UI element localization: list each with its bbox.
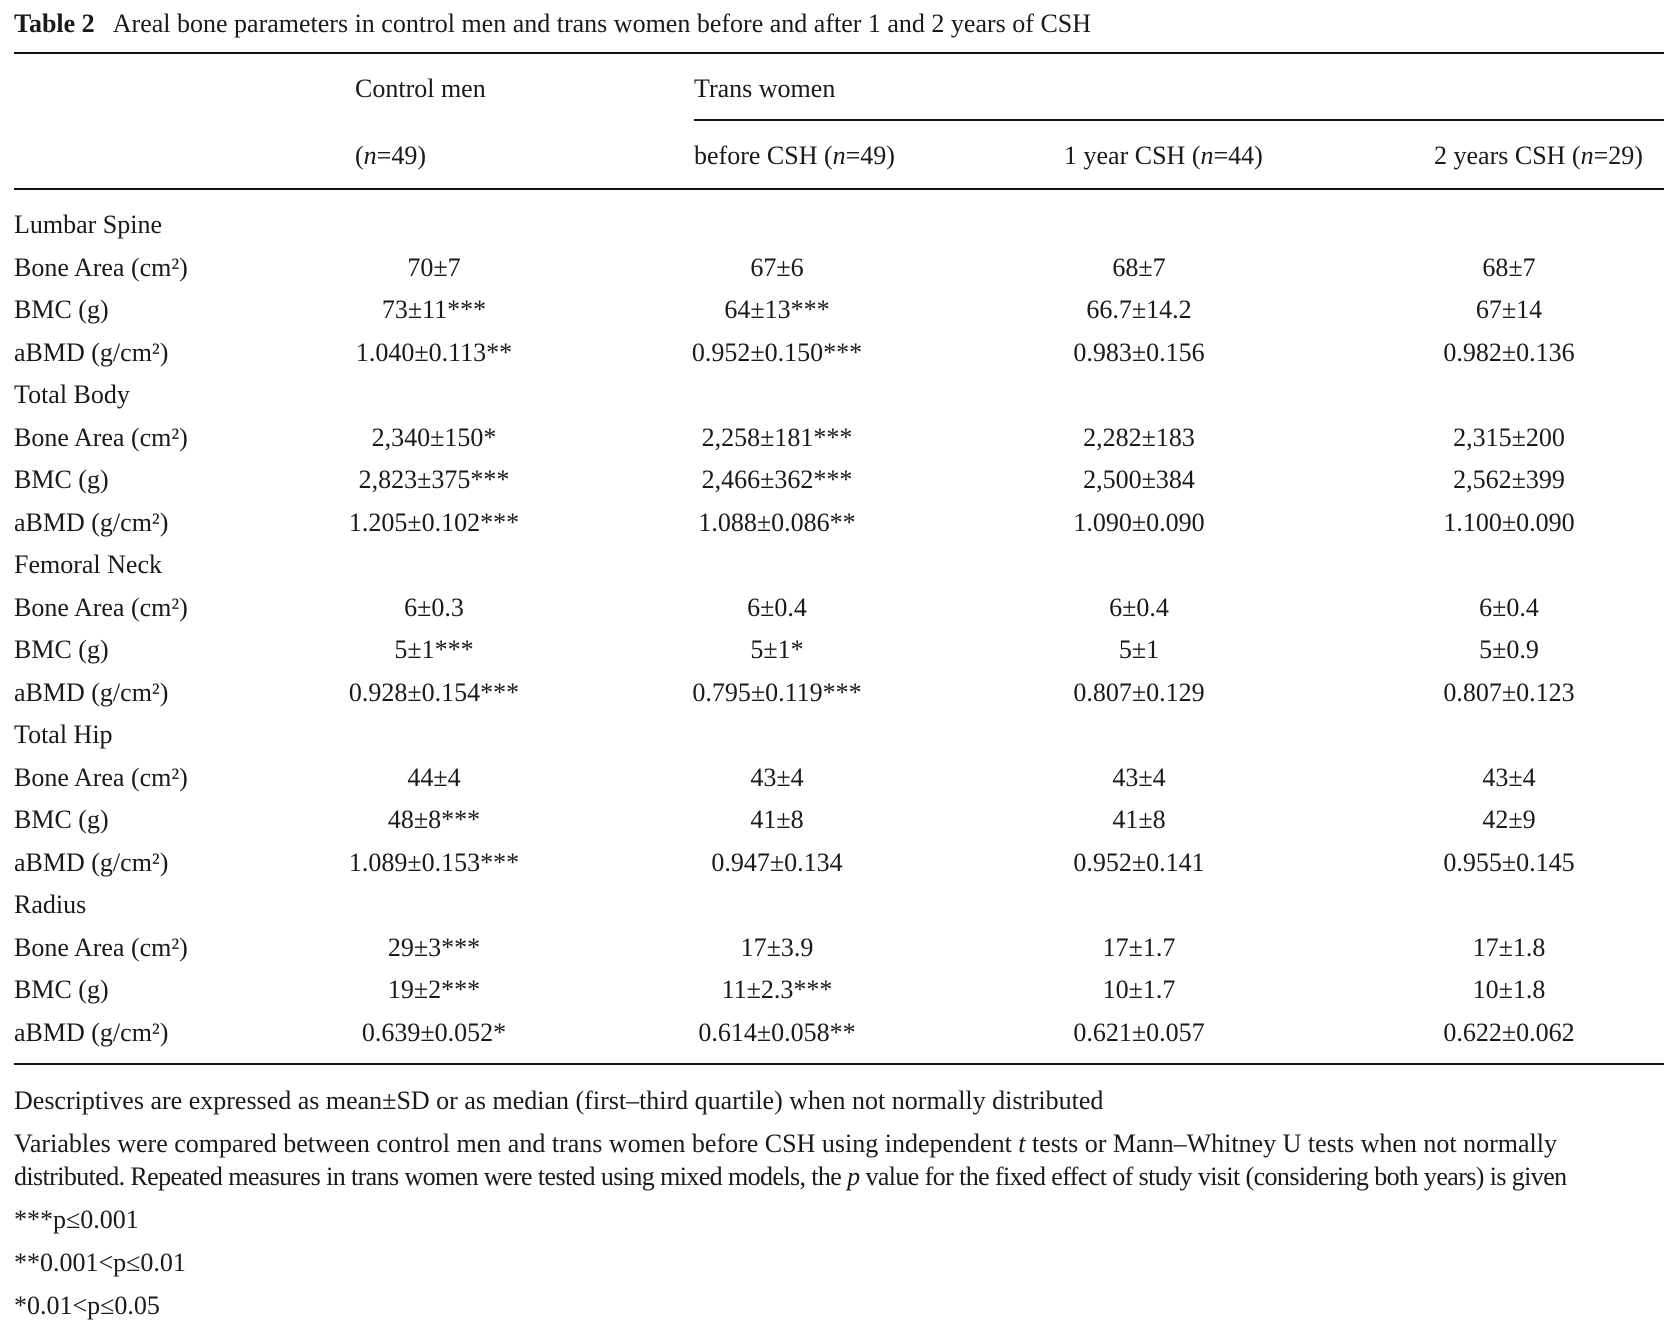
row-label: aBMD (g/cm²) <box>14 847 169 877</box>
caption-label: Table 2 <box>14 9 95 38</box>
table-cell: 68±7 <box>1112 252 1166 282</box>
col-header-1year: 1 year CSH (n=44) <box>1064 141 1263 170</box>
table-cell: 1.205±0.102*** <box>348 507 520 537</box>
section-heading: Lumbar Spine <box>14 210 163 239</box>
row-label: Bone Area (cm²) <box>14 592 188 622</box>
table-cell: 67±14 <box>1475 295 1543 324</box>
table-cell: 41±8 <box>1112 805 1166 834</box>
table-cell: 73±11*** <box>381 295 487 324</box>
col-header-2years: 2 years CSH (n=29) <box>1434 141 1643 170</box>
section-heading: Femoral Neck <box>14 550 163 579</box>
table-cell: 0.614±0.058** <box>698 1017 856 1047</box>
table-cell: 43±4 <box>1112 762 1166 792</box>
table-cell: 0.982±0.136 <box>1443 337 1575 367</box>
table-cell: 17±3.9 <box>740 932 814 962</box>
table-cell: 29±3*** <box>387 932 481 962</box>
table-cell: 2,340±150* <box>371 422 497 452</box>
row-label: aBMD (g/cm²) <box>14 1017 169 1047</box>
table-cell: 6±0.3 <box>404 592 464 622</box>
col-header-control: (n=49) <box>355 141 426 170</box>
row-label: BMC (g) <box>14 975 109 1004</box>
footnote-descriptives: Descriptives are expressed as mean±SD or… <box>14 1086 1104 1115</box>
table-cell: 41±8 <box>750 805 804 834</box>
caption-text: Areal bone parameters in control men and… <box>112 9 1092 38</box>
table-cell: 1.088±0.086** <box>698 507 856 537</box>
table-cell: 67±6 <box>750 252 804 282</box>
row-label: BMC (g) <box>14 295 109 324</box>
table-cell: 5±1* <box>750 635 804 664</box>
table-cell: 42±9 <box>1482 805 1536 834</box>
table-cell: 1.090±0.090 <box>1073 507 1205 537</box>
table-cell: 17±1.8 <box>1472 932 1546 962</box>
table-cell: 1.100±0.090 <box>1443 507 1575 537</box>
table-cell: 0.807±0.129 <box>1073 677 1205 707</box>
table-cell: 0.639±0.052* <box>361 1017 507 1047</box>
section-heading: Total Hip <box>14 720 113 749</box>
table-cell: 2,823±375*** <box>358 465 510 494</box>
table-cell: 0.807±0.123 <box>1443 677 1575 707</box>
table-cell: 2,258±181*** <box>701 422 853 452</box>
table-cell: 17±1.7 <box>1102 932 1176 962</box>
row-label: aBMD (g/cm²) <box>14 677 169 707</box>
table-caption: Table 2 Areal bone parameters in control… <box>14 11 1091 37</box>
table-cell: 6±0.4 <box>1479 592 1539 622</box>
row-label: BMC (g) <box>14 805 109 834</box>
table-cell: 0.955±0.145 <box>1443 847 1575 877</box>
bottom-rule <box>14 1063 1664 1065</box>
table-cell: 19±2*** <box>387 975 481 1004</box>
table-cell: 48±8*** <box>387 805 481 834</box>
table-cell: 0.928±0.154*** <box>348 677 520 707</box>
table-cell: 5±1 <box>1118 635 1160 664</box>
row-label: Bone Area (cm²) <box>14 932 188 962</box>
table-cell: 0.983±0.156 <box>1073 337 1205 367</box>
footnote-sig-2star: **0.001<p≤0.01 <box>14 1248 186 1277</box>
footnote-methods-line2: distributed. Repeated measures in trans … <box>14 1162 1567 1191</box>
table-cell: 0.621±0.057 <box>1073 1017 1205 1047</box>
section-heading: Total Body <box>14 380 130 409</box>
table-cell: 43±4 <box>1482 762 1536 792</box>
table-cell: 5±0.9 <box>1479 635 1539 664</box>
row-label: Bone Area (cm²) <box>14 422 188 452</box>
section-heading: Radius <box>14 890 87 919</box>
row-label: BMC (g) <box>14 465 109 494</box>
table-cell: 1.040±0.113** <box>355 337 513 367</box>
table-cell: 0.947±0.134 <box>711 847 843 877</box>
table-cell: 2,315±200 <box>1453 422 1565 452</box>
table-cell: 2,562±399 <box>1453 465 1565 494</box>
row-label: Bone Area (cm²) <box>14 762 188 792</box>
table-cell: 2,466±362*** <box>701 465 853 494</box>
trans-women-rule <box>694 119 1664 121</box>
header-trans-women: Trans women <box>694 74 836 103</box>
table-cell: 68±7 <box>1482 252 1536 282</box>
table-cell: 66.7±14.2 <box>1086 295 1192 324</box>
row-label: aBMD (g/cm²) <box>14 337 169 367</box>
table-cell: 0.795±0.119*** <box>692 677 862 707</box>
table-cell: 1.089±0.153*** <box>348 847 520 877</box>
footnote-methods-line1: Variables were compared between control … <box>14 1129 1558 1158</box>
table-cell: 0.622±0.062 <box>1443 1017 1575 1047</box>
table-cell: 10±1.8 <box>1472 975 1546 1004</box>
table-cell: 10±1.7 <box>1102 975 1176 1004</box>
table-cell: 6±0.4 <box>747 592 807 622</box>
table-cell: 0.952±0.141 <box>1073 847 1205 877</box>
table-cell: 6±0.4 <box>1109 592 1169 622</box>
table-cell: 43±4 <box>750 762 804 792</box>
row-label: aBMD (g/cm²) <box>14 507 169 537</box>
header-bottom-rule <box>14 188 1664 190</box>
table-cell: 5±1*** <box>394 635 474 664</box>
row-label: BMC (g) <box>14 635 109 664</box>
table-cell: 70±7 <box>407 252 461 282</box>
table-cell: 2,500±384 <box>1083 465 1195 494</box>
col-header-before: before CSH (n=49) <box>694 141 895 170</box>
footnote-sig-3star: ***p≤0.001 <box>14 1205 139 1234</box>
table-cell: 0.952±0.150*** <box>691 337 863 367</box>
table-cell: 64±13*** <box>724 295 830 324</box>
header-control-men: Control men <box>355 74 486 103</box>
table-cell: 11±2.3*** <box>721 975 833 1004</box>
footnote-sig-1star: *0.01<p≤0.05 <box>14 1291 160 1320</box>
top-rule <box>14 52 1664 54</box>
table-cell: 2,282±183 <box>1083 422 1195 452</box>
row-label: Bone Area (cm²) <box>14 252 188 282</box>
table-cell: 44±4 <box>407 762 461 792</box>
